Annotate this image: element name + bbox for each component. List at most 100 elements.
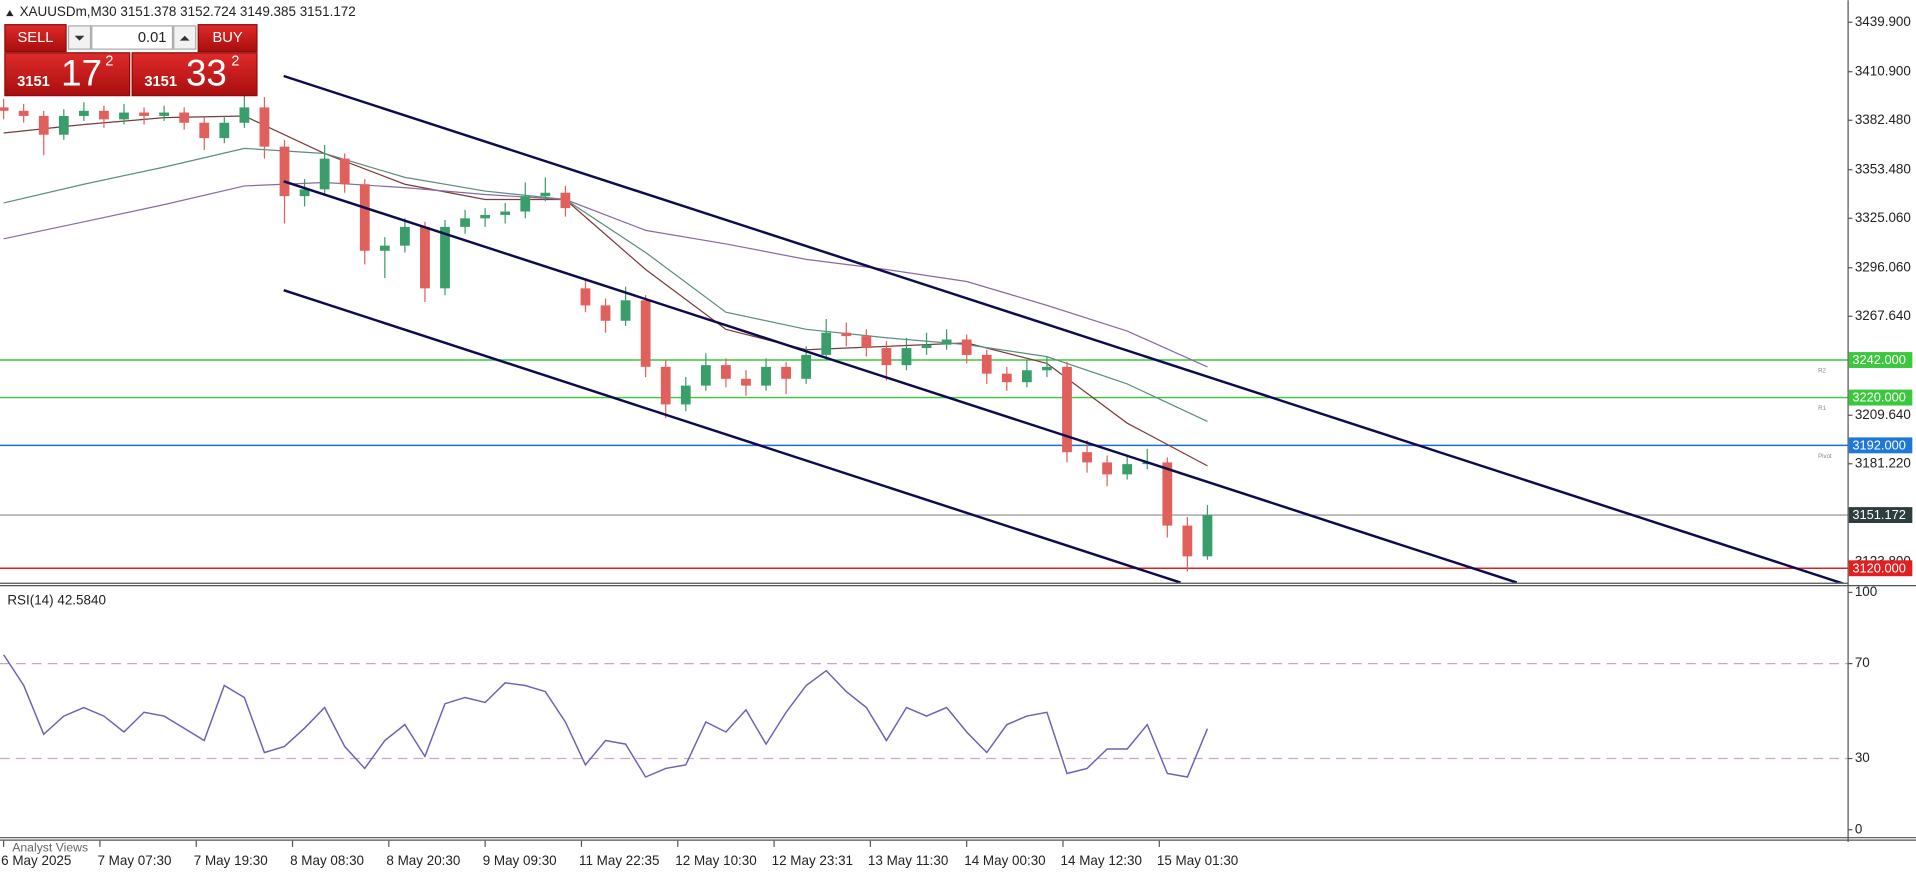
x-tick-label: 12 May 10:30 [675,853,756,868]
ask-box[interactable] [131,52,258,97]
candle-body [1162,462,1173,526]
candle-body [239,107,250,123]
y-tick-label: 3209.640 [1855,407,1911,422]
bid-sup: 2 [105,53,113,69]
trade-panel: SELL 0.01 BUY 3151 17 2 3151 33 2 [4,24,258,97]
level-label-box [1848,507,1913,524]
rsi-title: RSI(14) 42.5840 [7,592,106,607]
sell-label[interactable]: SELL [18,30,54,46]
x-tick-label: 14 May 00:30 [964,853,1045,868]
x-tick-label: 7 May 19:30 [194,853,268,868]
level-label: 3242.000 [1852,352,1906,367]
y-tick-label: 70 [1855,655,1870,670]
candle-body [1082,452,1092,463]
tab-label[interactable]: Analyst Views [12,840,88,854]
candle-body [259,107,270,147]
x-tick-label: 12 May 23:31 [772,853,853,868]
candle-body [881,348,892,366]
bid-box[interactable] [4,52,131,97]
candle-body [319,158,330,190]
ask-main: 33 [186,53,227,94]
x-tick-label: 15 May 01:30 [1157,853,1238,868]
lot-value[interactable]: 0.01 [138,30,167,46]
level-label-box [1848,437,1913,454]
y-tick-label: 3439.900 [1855,14,1911,29]
candle-body [359,184,370,251]
candle-body [520,196,531,212]
candle-body [1062,366,1072,453]
trend-line [283,74,1845,583]
candle-body [580,288,591,306]
y-tick-label: 0 [1855,821,1862,836]
sell-button[interactable] [4,24,67,53]
candle-body [179,112,190,123]
candle-body [38,115,49,135]
candle-body [620,300,631,321]
level-label-box [1848,352,1913,368]
level-label-box [1848,560,1913,577]
ask-sup: 2 [231,53,239,69]
candle-body [379,245,390,251]
frame [0,0,1916,842]
y-tick-label: 30 [1855,750,1870,765]
level-label: 3120.000 [1852,560,1906,575]
candle-body [1202,515,1213,557]
x-tick-label: 8 May 08:30 [290,853,364,868]
level-tag: R2 [1818,368,1826,375]
x-tick-label: 13 May 11:30 [868,853,948,868]
x-tick-label: 11 May 22:35 [579,853,659,868]
level-label: 3192.000 [1852,437,1906,452]
candle-body [78,110,89,116]
candle-body [901,348,912,366]
buy-button[interactable] [197,24,258,53]
candle-body [1021,370,1032,383]
header: XAUUSDm,M30 3151.378 3152.724 3149.385 3… [6,4,356,19]
y-tick-label: 100 [1855,584,1877,599]
candle-body [741,378,751,386]
candle-body [99,110,109,120]
moving-average [3,181,1208,368]
candle-body [1122,464,1133,475]
trend-line [283,289,1181,583]
level-tag: R1 [1818,405,1826,412]
up-arrow [179,35,190,41]
candle-body [0,107,9,111]
candle-body [680,385,691,405]
candle-body [600,305,611,321]
candle-body [540,192,551,197]
candle-body [58,115,69,135]
candle-body [139,112,149,116]
rsi-line [3,654,1209,778]
buy-label[interactable]: BUY [212,30,242,46]
x-tick-label: 9 May 09:30 [483,853,557,868]
collapse-icon[interactable] [6,9,14,17]
candle-body [399,226,410,246]
lot-input[interactable] [91,25,174,50]
candle-body [1102,462,1113,475]
candle-body [1182,525,1193,557]
x-tick-label: 6 May 2025 [1,853,71,868]
candle-body [640,300,651,367]
candle-body [861,336,872,349]
trend-line [283,180,1518,583]
candle-body [700,365,711,386]
y-tick-label: 3353.480 [1855,161,1911,176]
candle-body [299,189,310,197]
y-tick-label: 3382.480 [1855,112,1911,127]
candle-body [18,110,29,116]
candle-body [159,112,170,116]
candle-body [841,332,852,337]
candle-body [219,122,230,139]
candle-body [921,344,932,349]
y-tick-label: 3181.220 [1855,455,1911,470]
candle-body [821,332,832,355]
candle-body [660,366,671,405]
chart-title: XAUUSDm,M30 3151.378 3152.724 3149.385 3… [20,4,356,19]
axes: 3439.900 3410.900 3382.480 3353.480 3325.060… [1,14,1913,868]
bid-main: 17 [61,53,102,94]
candle-body [119,112,129,120]
y-tick-label: 3325.060 [1855,210,1911,225]
